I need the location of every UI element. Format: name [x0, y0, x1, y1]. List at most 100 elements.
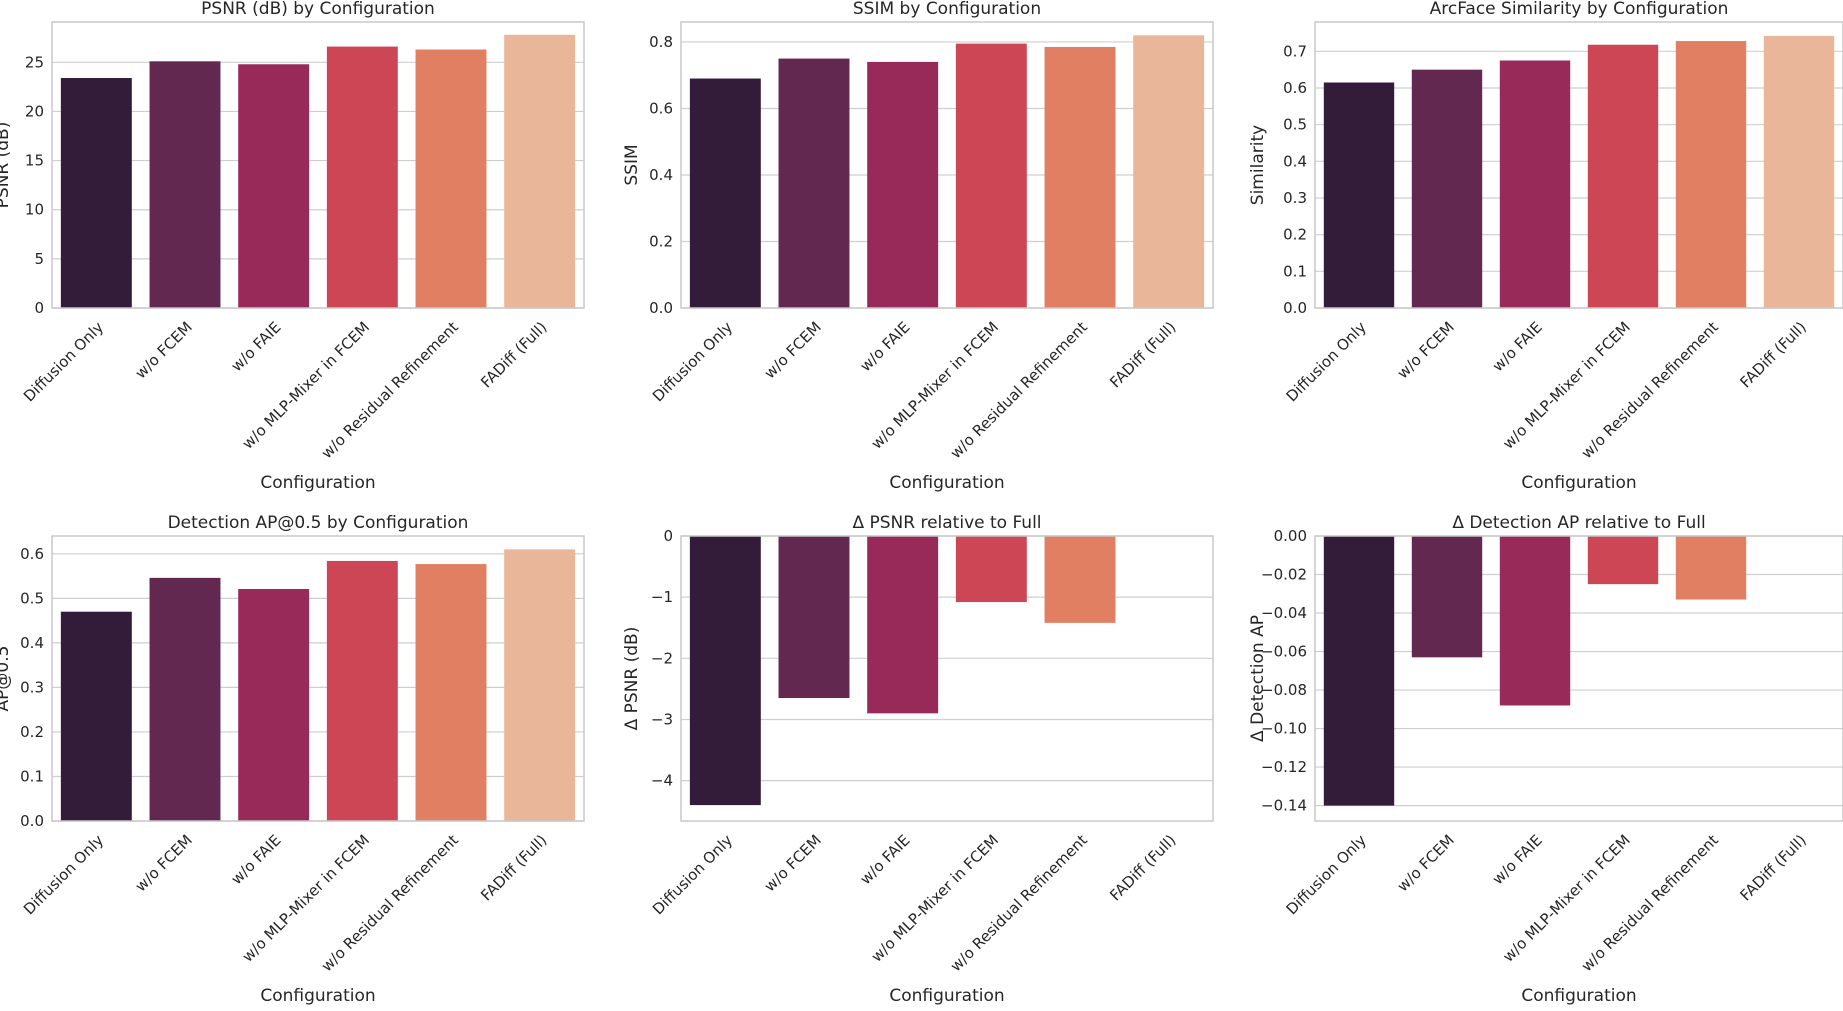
x-axis-label: Configuration — [260, 986, 375, 1006]
y-tick-label: 0.3 — [1283, 189, 1307, 207]
x-axis-label: Configuration — [889, 986, 1004, 1006]
chart-title: SSIM by Configuration — [853, 0, 1041, 19]
x-tick-label: FADiff (Full) — [1737, 318, 1810, 391]
bar-fadiff-full — [504, 35, 575, 308]
y-tick-label: 0.4 — [1283, 152, 1307, 170]
bar-diffusion-only — [1324, 536, 1394, 806]
y-tick-label: 0.2 — [649, 232, 673, 250]
bar-w-o-residual-refinement — [1676, 536, 1746, 600]
y-tick-label: 0.6 — [649, 99, 673, 117]
y-tick-label: 0.6 — [20, 545, 44, 563]
chart-title: Δ Detection AP relative to Full — [1452, 513, 1705, 533]
x-tick-label: w/o FCEM — [761, 831, 825, 895]
y-tick-label: 0.4 — [649, 166, 673, 184]
bar-w-o-fcem — [779, 536, 850, 698]
x-tick-label: w/o FAIE — [856, 318, 913, 375]
y-tick-label: −4 — [651, 772, 673, 790]
x-tick-label: Diffusion Only — [649, 318, 736, 405]
y-tick-label: 0.8 — [649, 33, 673, 51]
bar-w-o-mlp-mixer-in-fcem — [1588, 45, 1658, 308]
y-tick-label: 0.0 — [649, 299, 673, 317]
bar-w-o-mlp-mixer-in-fcem — [327, 561, 398, 821]
chart-title: PSNR (dB) by Configuration — [201, 0, 435, 19]
bar-fadiff-full — [1764, 36, 1834, 308]
bar-diffusion-only — [61, 78, 132, 308]
y-tick-label: 0 — [34, 299, 44, 317]
y-tick-label: −0.14 — [1261, 797, 1307, 815]
y-tick-label: 0.0 — [1283, 299, 1307, 317]
y-tick-label: 20 — [25, 102, 44, 120]
x-tick-label: w/o FAIE — [1489, 831, 1546, 888]
y-tick-label: 0.1 — [20, 767, 44, 785]
y-tick-label: −1 — [651, 588, 673, 606]
x-tick-label: FADiff (Full) — [477, 831, 550, 904]
y-axis-label: Similarity — [1248, 125, 1268, 205]
bar-w-o-fcem — [150, 61, 221, 308]
x-tick-label: w/o FCEM — [1394, 318, 1458, 382]
y-tick-label: 0.5 — [1283, 116, 1307, 134]
chart-title: Detection AP@0.5 by Configuration — [168, 513, 469, 533]
x-axis-label: Configuration — [260, 473, 375, 493]
y-tick-label: 0.0 — [20, 812, 44, 830]
x-tick-label: w/o FAIE — [227, 831, 284, 888]
y-tick-label: 0.00 — [1274, 527, 1307, 545]
bar-w-o-faie — [238, 64, 309, 308]
x-tick-label: w/o FCEM — [132, 318, 196, 382]
y-tick-label: −3 — [651, 710, 673, 728]
bar-diffusion-only — [690, 79, 761, 308]
chart-panel-2: 0.0 0.2 0.4 0.6 0.8 Diffusion Only w/o FCEM w/o… — [622, 0, 1213, 493]
x-tick-label: FADiff (Full) — [1737, 831, 1810, 904]
bar-diffusion-only — [61, 612, 132, 821]
y-axis-label: Δ Detection AP — [1248, 615, 1268, 742]
x-tick-label: w/o FAIE — [856, 831, 913, 888]
x-tick-label: Diffusion Only — [1283, 831, 1370, 918]
y-tick-label: 10 — [25, 201, 44, 219]
y-tick-label: 15 — [25, 152, 44, 170]
x-tick-label: FADiff (Full) — [1106, 831, 1179, 904]
bar-w-o-fcem — [150, 578, 221, 821]
bar-diffusion-only — [1324, 83, 1394, 309]
x-tick-label: Diffusion Only — [20, 831, 107, 918]
x-tick-label: w/o FAIE — [227, 318, 284, 375]
x-tick-label: w/o FCEM — [761, 318, 825, 382]
bar-w-o-residual-refinement — [416, 50, 487, 308]
y-tick-label: 0.5 — [20, 589, 44, 607]
bar-w-o-mlp-mixer-in-fcem — [956, 44, 1027, 308]
x-tick-label: w/o FAIE — [1489, 318, 1546, 375]
y-tick-label: 0.2 — [1283, 226, 1307, 244]
bar-w-o-faie — [1500, 536, 1570, 705]
y-tick-label: 0.3 — [20, 678, 44, 696]
bar-w-o-fcem — [1412, 536, 1482, 657]
bar-w-o-faie — [1500, 61, 1570, 309]
bar-w-o-faie — [238, 589, 309, 821]
x-tick-label: w/o FCEM — [1394, 831, 1458, 895]
bar-w-o-residual-refinement — [1045, 47, 1116, 308]
y-axis-label: Δ PSNR (dB) — [622, 627, 642, 731]
y-axis-label: AP@0.5 — [0, 646, 13, 712]
y-axis-label: SSIM — [622, 144, 642, 185]
x-tick-label: Diffusion Only — [1283, 318, 1370, 405]
bar-w-o-residual-refinement — [416, 564, 487, 821]
y-tick-label: 0.1 — [1283, 262, 1307, 280]
bar-w-o-mlp-mixer-in-fcem — [1588, 536, 1658, 584]
x-axis-label: Configuration — [1521, 473, 1636, 493]
bar-fadiff-full — [504, 549, 575, 821]
bar-w-o-fcem — [779, 59, 850, 308]
y-tick-label: −0.02 — [1261, 566, 1307, 584]
y-tick-label: 5 — [34, 250, 44, 268]
y-tick-label: 0 — [663, 527, 673, 545]
chart-title: Δ PSNR relative to Full — [852, 513, 1041, 533]
bar-w-o-mlp-mixer-in-fcem — [327, 47, 398, 308]
y-tick-label: −2 — [651, 649, 673, 667]
bar-fadiff-full — [1133, 35, 1204, 308]
x-axis-label: Configuration — [1521, 986, 1636, 1006]
bar-w-o-mlp-mixer-in-fcem — [956, 536, 1027, 602]
x-tick-label: FADiff (Full) — [1106, 318, 1179, 391]
bar-w-o-residual-refinement — [1676, 41, 1746, 308]
chart-panel-6: −0.14−0.12−0.10−0.08−0.06−0.04−0.020.00D… — [1248, 513, 1843, 1006]
